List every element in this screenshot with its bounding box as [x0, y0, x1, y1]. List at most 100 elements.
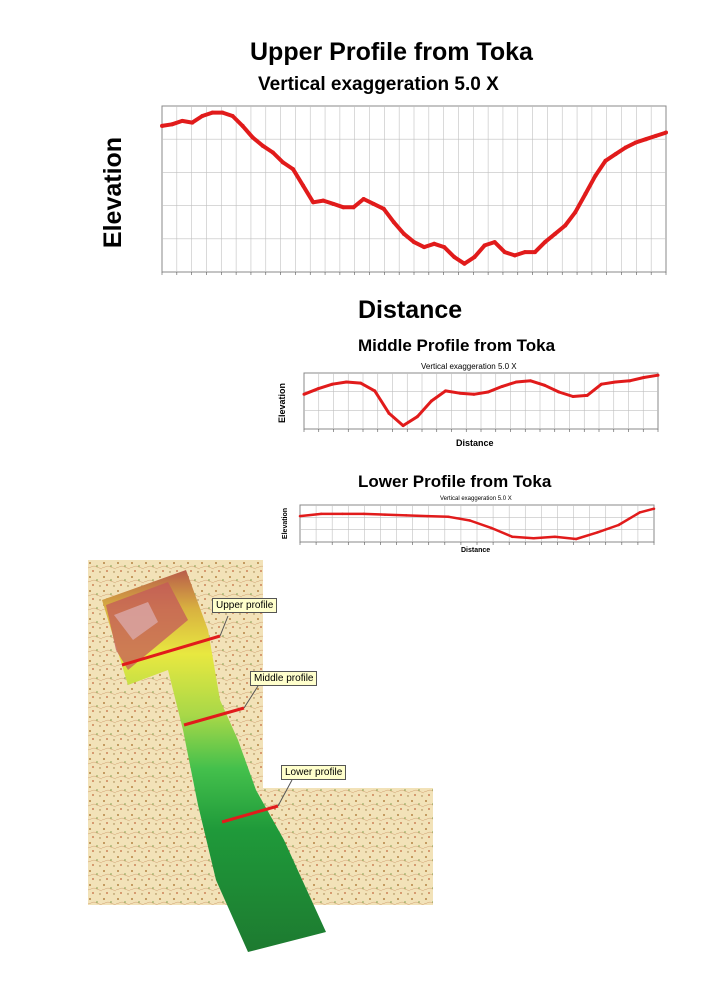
- profile-series-line: [303, 373, 659, 428]
- profile-data-point: [614, 380, 618, 384]
- profile-data-point: [220, 110, 225, 115]
- profile-data-point: [642, 375, 646, 379]
- profile-data-point: [422, 245, 427, 250]
- profile-data-point: [200, 113, 205, 118]
- profile-data-point: [628, 379, 632, 383]
- profile-data-point: [330, 382, 334, 386]
- profile-data-point: [391, 220, 396, 225]
- profile-data-point: [401, 424, 405, 428]
- profile-data-point: [574, 537, 578, 541]
- profile-data-point: [596, 531, 599, 534]
- profile-data-point: [458, 391, 462, 395]
- profile-data-point: [426, 514, 429, 518]
- profile-data-point: [301, 183, 306, 188]
- profile-data-point: [486, 390, 490, 394]
- profile-data-point: [240, 123, 245, 128]
- profile-data-point: [489, 526, 493, 530]
- profile-data-point: [553, 231, 558, 236]
- profile-data-point: [280, 160, 285, 165]
- profile-data-point: [613, 152, 618, 157]
- profile-data-point: [529, 379, 533, 383]
- middle-chart-ylabel: Elevation: [277, 382, 288, 424]
- profile-data-point: [585, 393, 589, 397]
- profile-data-point: [383, 513, 387, 516]
- profile-data-point: [472, 392, 476, 396]
- upper-chart-ylabel: Elevation: [99, 136, 128, 249]
- profile-data-point: [532, 537, 535, 540]
- profile-data-point: [617, 523, 620, 527]
- upper-profile-line: [121, 634, 221, 667]
- profile-data-point: [341, 512, 344, 516]
- profile-data-point: [638, 511, 642, 514]
- profile-data-point: [500, 384, 504, 388]
- profile-data-point: [432, 241, 437, 246]
- profile-data-point: [553, 535, 557, 539]
- profile-data-point: [341, 205, 346, 210]
- profile-data-point: [573, 210, 578, 215]
- lower-profile-label: Lower profile: [281, 765, 347, 780]
- profile-data-point: [250, 135, 255, 140]
- upper-chart-plot: [160, 105, 668, 275]
- profile-data-point: [502, 250, 507, 255]
- profile-data-point: [401, 231, 406, 236]
- dem-peak-area: [114, 602, 158, 640]
- profile-data-point: [316, 387, 320, 391]
- profile-data-point: [160, 123, 164, 128]
- profile-data-point: [429, 399, 433, 403]
- profile-data-point: [557, 390, 561, 394]
- profile-data-point: [412, 240, 416, 245]
- profile-data-point: [381, 206, 386, 211]
- profile-data-point: [180, 118, 185, 123]
- profile-data-point: [653, 133, 658, 138]
- profile-data-point: [302, 392, 306, 396]
- profile-data-point: [543, 383, 547, 387]
- profile-data-point: [311, 200, 316, 205]
- profile-data-point: [512, 253, 517, 258]
- profile-data-point: [532, 250, 537, 255]
- profile-data-point: [291, 167, 296, 172]
- profile-data-point: [331, 201, 336, 206]
- lower-chart-xlabel: Distance: [461, 547, 491, 554]
- upper-chart-subtitle: Vertical exaggeration 5.0 X: [258, 74, 499, 95]
- middle-callout-leader: [243, 685, 259, 709]
- middle-chart-xlabel: Distance: [456, 438, 494, 448]
- profile-data-point: [543, 240, 548, 245]
- middle-chart-plot: [302, 372, 660, 432]
- profile-data-point: [444, 389, 448, 393]
- profile-data-point: [511, 535, 514, 539]
- profile-data-point: [230, 113, 235, 118]
- lower-chart-ylabel: Elevation: [282, 507, 290, 540]
- profile-data-point: [452, 255, 457, 260]
- profile-data-point: [371, 201, 376, 206]
- profile-data-point: [522, 250, 527, 255]
- profile-series-line: [299, 507, 655, 541]
- profile-data-point: [170, 122, 175, 127]
- upper-chart-xlabel: Distance: [358, 296, 463, 324]
- profile-data-point: [298, 514, 302, 518]
- profile-data-point: [362, 512, 365, 516]
- upper-callout-leader: [219, 615, 229, 637]
- profile-data-point: [599, 382, 603, 386]
- profile-data-point: [656, 373, 660, 377]
- profile-data-point: [351, 205, 356, 210]
- profile-data-point: [472, 255, 477, 260]
- profile-data-point: [387, 411, 391, 415]
- lower-chart-title: Lower Profile from Toka: [358, 472, 552, 491]
- profile-data-point: [482, 243, 487, 248]
- profile-data-point: [415, 415, 419, 419]
- profile-data-point: [571, 395, 575, 399]
- middle-chart-subtitle: Vertical exaggeration 5.0 X: [421, 362, 517, 371]
- profile-data-point: [664, 130, 668, 135]
- profile-data-point: [210, 110, 215, 115]
- profile-data-point: [514, 380, 518, 384]
- profile-data-point: [462, 261, 467, 266]
- lower-profile-line: [221, 804, 279, 824]
- profile-data-point: [492, 240, 497, 245]
- dem-swath: [102, 570, 326, 952]
- lower-callout-leader: [277, 779, 293, 807]
- profile-data-point: [270, 150, 275, 155]
- lower-chart-plot: [298, 504, 656, 545]
- profile-data-point: [404, 514, 408, 517]
- profile-data-point: [633, 140, 638, 145]
- profile-data-point: [373, 389, 377, 393]
